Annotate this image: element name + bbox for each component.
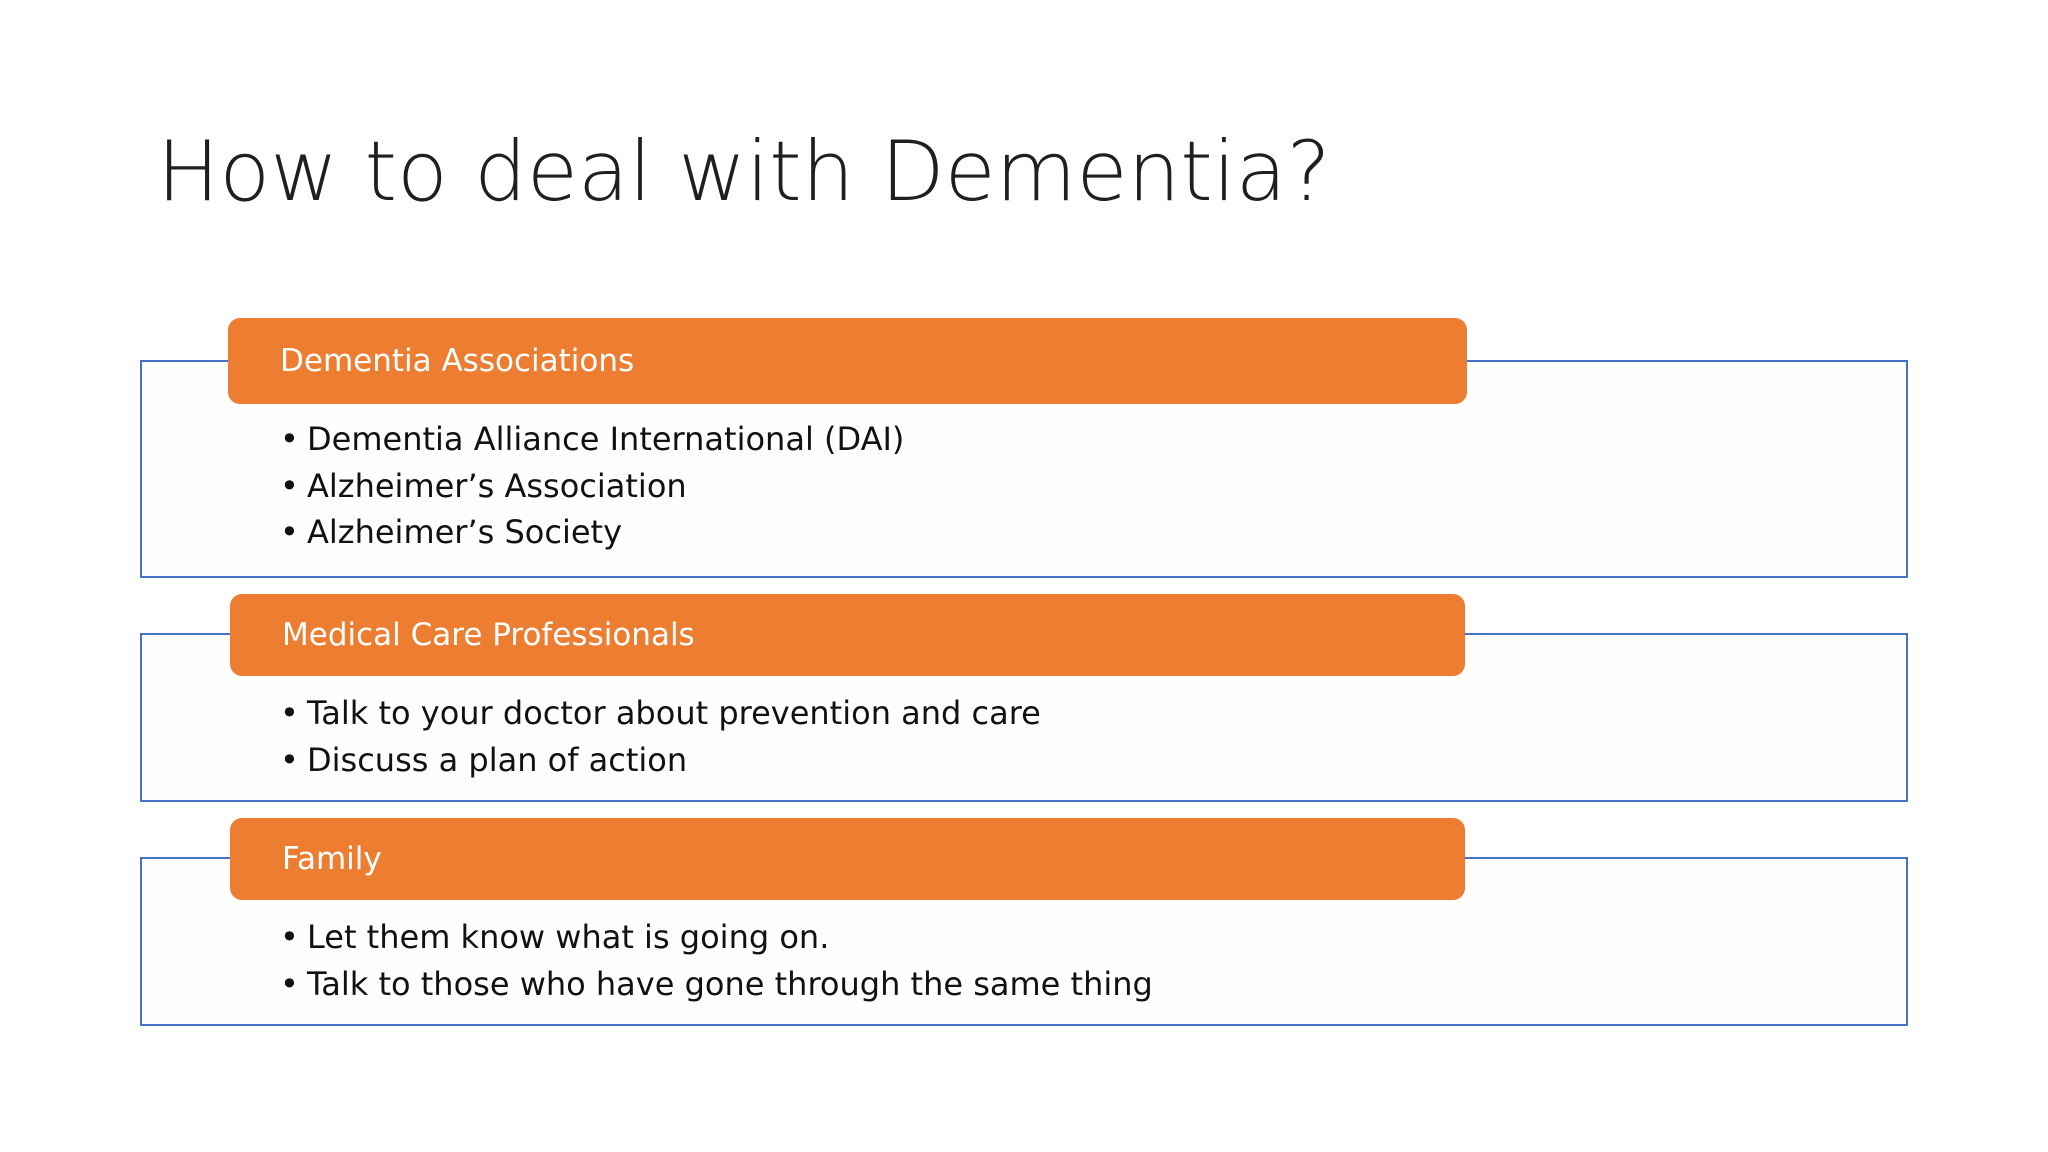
bullet-list-family: Let them know what is going on. Talk to … <box>280 914 1153 1007</box>
slide-title: How to deal with Dementia? <box>157 123 1331 220</box>
group-header-label: Medical Care Professionals <box>282 617 695 653</box>
group-header-label: Dementia Associations <box>280 343 635 379</box>
list-item: Alzheimer’s Association <box>280 463 904 510</box>
group-header-dementia-associations: Dementia Associations <box>228 318 1467 404</box>
list-item: Talk to your doctor about prevention and… <box>280 690 1041 737</box>
group-header-medical-care-professionals: Medical Care Professionals <box>230 594 1465 676</box>
group-header-label: Family <box>282 841 382 877</box>
list-item: Alzheimer’s Society <box>280 509 904 556</box>
group-header-family: Family <box>230 818 1465 900</box>
bullet-list-medical-care-professionals: Talk to your doctor about prevention and… <box>280 690 1041 783</box>
list-item: Talk to those who have gone through the … <box>280 961 1153 1008</box>
bullet-list-dementia-associations: Dementia Alliance International (DAI) Al… <box>280 416 904 556</box>
list-item: Let them know what is going on. <box>280 914 1153 961</box>
list-item: Dementia Alliance International (DAI) <box>280 416 904 463</box>
list-item: Discuss a plan of action <box>280 737 1041 784</box>
